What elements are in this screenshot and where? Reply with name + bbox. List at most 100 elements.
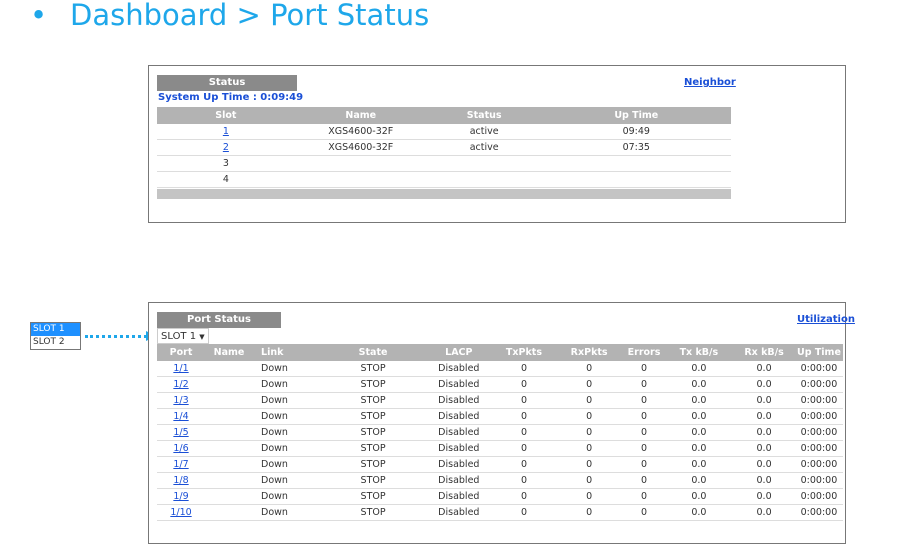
column-header: Up Time — [794, 344, 843, 361]
table-cell: 0 — [493, 408, 555, 425]
table-cell: Disabled — [424, 392, 494, 409]
column-header: State — [321, 344, 425, 361]
table-cell: 0 — [623, 504, 665, 521]
table-cell: 0 — [554, 472, 624, 489]
table-row: 4 — [157, 171, 731, 188]
table-cell: STOP — [321, 376, 425, 393]
table-cell: 0 — [493, 488, 555, 505]
table-cell — [294, 155, 427, 172]
table-cell: STOP — [321, 424, 425, 441]
table-cell — [426, 155, 542, 172]
port-link[interactable]: 1/2 — [173, 379, 189, 390]
table-cell: 0 — [554, 361, 624, 377]
table-cell: 0.0 — [664, 424, 734, 441]
column-header: Slot — [157, 107, 295, 124]
neighbor-link[interactable]: Neighbor — [684, 77, 736, 88]
port-link[interactable]: 1/3 — [173, 395, 189, 406]
table-cell — [205, 456, 254, 473]
table-cell: Disabled — [424, 504, 494, 521]
table-row: 1/1 Down STOP Disabled 0 0 0 0.0 0.0 0:00:00 — [157, 361, 843, 377]
table-cell — [205, 472, 254, 489]
port-link[interactable]: 1/10 — [170, 507, 192, 518]
table-cell — [205, 424, 254, 441]
table-cell: STOP — [321, 456, 425, 473]
table-cell: STOP — [321, 488, 425, 505]
table-cell — [541, 171, 731, 188]
table-row: 1/2 Down STOP Disabled 0 0 0 0.0 0.0 0:00:00 — [157, 376, 843, 393]
table-cell: 0 — [623, 361, 665, 377]
slot-link[interactable]: 2 — [222, 142, 229, 153]
table-cell: 1/7 — [157, 456, 206, 473]
table-cell: Disabled — [424, 472, 494, 489]
table-cell: 0:00:00 — [794, 440, 843, 457]
table-row: 2 XGS4600-32F active 07:35 — [157, 139, 731, 156]
table-cell: Down — [253, 504, 322, 521]
table-cell: 0 — [493, 376, 555, 393]
table-cell: 3 — [157, 155, 295, 172]
port-link[interactable]: 1/7 — [173, 459, 189, 470]
column-header: Name — [205, 344, 254, 361]
table-cell — [294, 171, 427, 188]
table-cell: 1/1 — [157, 361, 206, 377]
table-cell: STOP — [321, 504, 425, 521]
port-link[interactable]: 1/9 — [173, 491, 189, 502]
table-cell: 0:00:00 — [794, 488, 843, 505]
port-link[interactable]: 1/1 — [173, 363, 189, 374]
system-uptime: System Up Time : 0:09:49 — [158, 92, 304, 103]
port-link[interactable]: 1/5 — [173, 427, 189, 438]
port-link[interactable]: 1/6 — [173, 443, 189, 454]
table-cell: 0 — [493, 424, 555, 441]
table-cell: 0 — [493, 392, 555, 409]
slot-select[interactable]: SLOT 1 ▼ — [157, 328, 209, 344]
table-cell: 0 — [623, 408, 665, 425]
table-cell: active — [426, 124, 542, 140]
table-cell: 0 — [493, 361, 555, 377]
column-header: Name — [294, 107, 427, 124]
table-cell: 0.0 — [664, 408, 734, 425]
table-row: 1/8 Down STOP Disabled 0 0 0 0.0 0.0 0:00:00 — [157, 472, 843, 489]
table-cell — [426, 171, 542, 188]
table-cell: Down — [253, 408, 322, 425]
column-header: TxPkts — [493, 344, 555, 361]
table-cell: Down — [253, 472, 322, 489]
port-link[interactable]: 1/4 — [173, 411, 189, 422]
status-header: Status — [157, 75, 297, 91]
slot-link[interactable]: 1 — [222, 126, 229, 137]
table-cell: 1/6 — [157, 440, 206, 457]
port-link[interactable]: 1/8 — [173, 475, 189, 486]
table-cell: 0.0 — [664, 392, 734, 409]
table-cell: STOP — [321, 392, 425, 409]
table-cell: Down — [253, 440, 322, 457]
port-status-panel: Port Status Utilization SLOT 1 ▼ Port Nam… — [148, 302, 855, 544]
table-cell: 1/10 — [157, 504, 206, 521]
table-row: 3 — [157, 155, 731, 172]
column-header: RxPkts — [554, 344, 624, 361]
arrow-line — [85, 335, 147, 338]
table-cell: 0.0 — [733, 408, 795, 425]
table-cell: Disabled — [424, 440, 494, 457]
table-cell: 1/8 — [157, 472, 206, 489]
table-cell: 1/5 — [157, 424, 206, 441]
table-cell: Down — [253, 361, 322, 377]
table-cell: 0.0 — [733, 424, 795, 441]
table-cell: 0.0 — [733, 376, 795, 393]
utilization-link[interactable]: Utilization — [797, 314, 855, 325]
table-cell: 0:00:00 — [794, 456, 843, 473]
table-row: 1/3 Down STOP Disabled 0 0 0 0.0 0.0 0:00:00 — [157, 392, 843, 409]
slot-listbox[interactable]: SLOT 1 SLOT 2 — [30, 322, 81, 350]
table-cell: 0 — [493, 440, 555, 457]
column-header: Port — [157, 344, 206, 361]
table-cell: Disabled — [424, 456, 494, 473]
table-cell: Disabled — [424, 408, 494, 425]
column-header: Tx kB/s — [664, 344, 734, 361]
table-cell: 0.0 — [733, 361, 795, 377]
slot-option-1[interactable]: SLOT 1 — [31, 323, 80, 336]
table-cell: 0.0 — [733, 456, 795, 473]
table-cell: 1 — [157, 124, 295, 140]
table-cell: Disabled — [424, 361, 494, 377]
table-cell: 0 — [554, 376, 624, 393]
table-cell: Disabled — [424, 424, 494, 441]
table-cell: 0 — [623, 392, 665, 409]
slot-option-2[interactable]: SLOT 2 — [33, 337, 65, 347]
table-cell: 0.0 — [733, 440, 795, 457]
